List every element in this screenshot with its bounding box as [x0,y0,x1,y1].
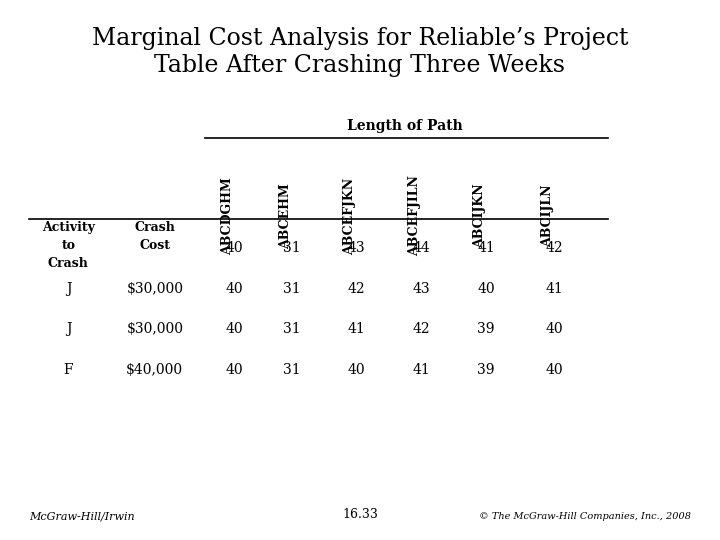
Text: 40: 40 [546,363,563,377]
Text: 41: 41 [477,241,495,255]
Text: 39: 39 [477,363,495,377]
Text: 40: 40 [546,322,563,336]
Text: 44: 44 [413,241,430,255]
Text: 31: 31 [283,282,300,296]
Text: 40: 40 [225,282,243,296]
Text: 31: 31 [283,363,300,377]
Text: 40: 40 [348,363,365,377]
Text: ABCDGHM: ABCDGHM [221,177,234,255]
Text: ABCIJLN: ABCIJLN [541,185,554,247]
Text: 41: 41 [413,363,430,377]
Text: McGraw-Hill/Irwin: McGraw-Hill/Irwin [29,511,135,521]
Text: J: J [66,282,71,296]
Text: 43: 43 [413,282,430,296]
Text: ABCIJKN: ABCIJKN [473,184,486,248]
Text: 42: 42 [348,282,365,296]
Text: $30,000: $30,000 [126,282,184,296]
Text: 42: 42 [413,322,430,336]
Text: Length of Path: Length of Path [347,119,463,133]
Text: 16.33: 16.33 [342,508,378,521]
Text: Marginal Cost Analysis for Reliable’s Project: Marginal Cost Analysis for Reliable’s Pr… [91,27,629,50]
Text: ABCEHM: ABCEHM [279,183,292,249]
Text: Table After Crashing Three Weeks: Table After Crashing Three Weeks [155,54,565,77]
Text: 40: 40 [225,322,243,336]
Text: F: F [63,363,73,377]
Text: 41: 41 [546,282,563,296]
Text: $40,000: $40,000 [126,363,184,377]
Text: 41: 41 [348,322,365,336]
Text: © The McGraw-Hill Companies, Inc., 2008: © The McGraw-Hill Companies, Inc., 2008 [480,512,691,521]
Text: ABCEFJILN: ABCEFJILN [408,176,421,256]
Text: 31: 31 [283,322,300,336]
Text: 42: 42 [546,241,563,255]
Text: 40: 40 [225,241,243,255]
Text: Activity
to
Crash: Activity to Crash [42,221,95,271]
Text: Crash
Cost: Crash Cost [135,221,175,252]
Text: 43: 43 [348,241,365,255]
Text: $30,000: $30,000 [126,322,184,336]
Text: ABCEFJKN: ABCEFJKN [343,178,356,254]
Text: 40: 40 [477,282,495,296]
Text: 31: 31 [283,241,300,255]
Text: J: J [66,322,71,336]
Text: 39: 39 [477,322,495,336]
Text: 40: 40 [225,363,243,377]
